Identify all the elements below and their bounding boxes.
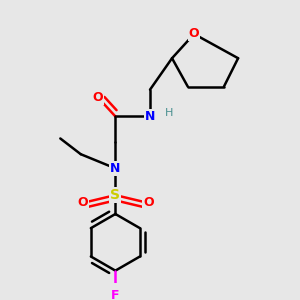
Text: H: H bbox=[165, 108, 173, 118]
Text: O: O bbox=[143, 196, 154, 209]
Text: S: S bbox=[110, 188, 120, 202]
Text: F: F bbox=[111, 289, 120, 300]
Text: O: O bbox=[189, 28, 200, 40]
Text: O: O bbox=[77, 196, 88, 209]
Text: N: N bbox=[110, 162, 121, 175]
Text: N: N bbox=[145, 110, 155, 123]
Text: O: O bbox=[93, 91, 104, 104]
